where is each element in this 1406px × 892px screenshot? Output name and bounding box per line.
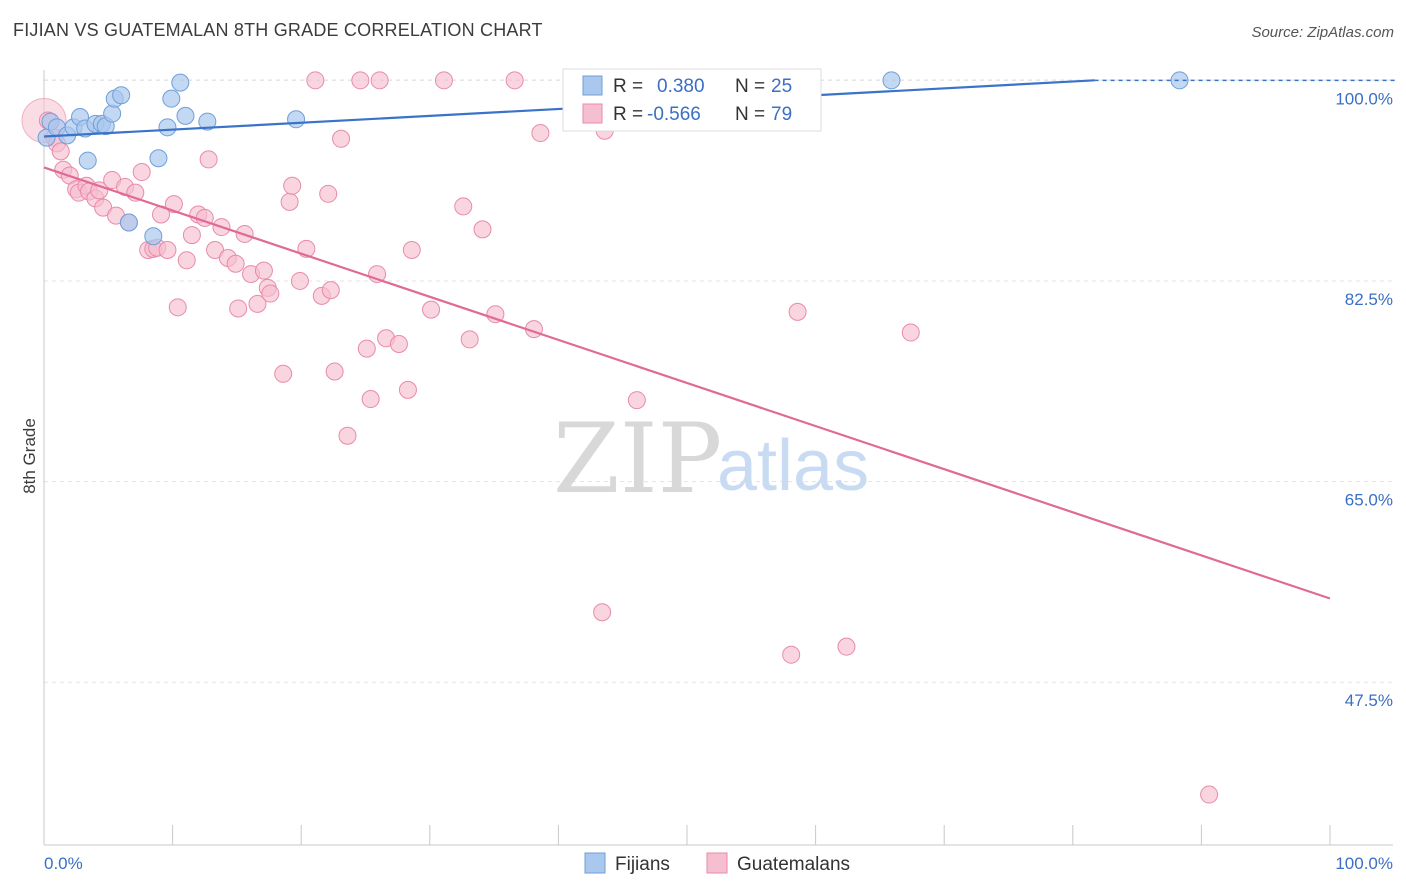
guatemalans-point	[51, 142, 70, 161]
guatemalans-point	[332, 129, 351, 148]
guatemalans-point	[460, 330, 479, 349]
fijians-points	[37, 71, 1189, 246]
chart-title: FIJIAN VS GUATEMALAN 8TH GRADE CORRELATI…	[13, 20, 543, 40]
guatemalans-point	[454, 197, 473, 216]
guatemalans-point	[168, 298, 187, 317]
fijians-point	[119, 213, 138, 232]
guatemalans-trend-line	[43, 166, 1331, 600]
fijians-point	[171, 73, 190, 92]
guatemalans-point	[627, 391, 646, 410]
guatemalans-point	[325, 362, 344, 381]
grid-lines	[44, 79, 1393, 683]
guatemalans-point	[361, 390, 380, 409]
guatemalans-point	[319, 184, 338, 203]
series-legend-swatch-fijians	[584, 852, 606, 874]
guatemalans-point	[283, 176, 302, 195]
y-tick-labels: 100.0% 82.5% 65.0% 47.5%	[1335, 89, 1393, 710]
guatemalans-point	[132, 163, 151, 182]
guatemalans-point	[389, 335, 408, 354]
guatemalans-point	[473, 220, 492, 239]
watermark-atlas: atlas	[717, 426, 869, 506]
fijians-point	[176, 106, 195, 125]
guatemalans-point	[177, 251, 196, 270]
legend-frame	[562, 68, 822, 132]
guatemalans-point	[357, 339, 376, 358]
y-tick-label: 82.5%	[1345, 290, 1393, 309]
guatemalans-point	[837, 637, 856, 656]
legend-swatch-guatemalans	[582, 103, 603, 124]
legend-guatemalans-r-label: R =	[613, 104, 643, 125]
guatemalans-point	[274, 364, 293, 383]
guatemalans-point	[370, 71, 389, 90]
source-label: Source: ZipAtlas.com	[1251, 24, 1394, 41]
guatemalans-point	[206, 240, 225, 259]
series-legend-guatemalans: Guatemalans	[737, 854, 850, 875]
x-tick-label-min: 0.0%	[44, 854, 83, 873]
guatemalans-point	[94, 198, 113, 217]
guatemalans-point	[901, 323, 920, 342]
guatemalans-point	[164, 195, 183, 214]
guatemalans-point	[226, 254, 245, 273]
y-tick-label: 65.0%	[1345, 491, 1393, 510]
fijians-point	[103, 104, 122, 123]
guatemalans-point	[782, 645, 801, 664]
guatemalans-point	[90, 181, 109, 200]
guatemalans-point	[398, 380, 417, 399]
guatemalans-point	[531, 124, 550, 143]
fijians-point	[144, 227, 163, 246]
guatemalans-point	[505, 71, 524, 90]
legend-guatemalans-n-value: 79	[771, 104, 792, 125]
guatemalans-point	[290, 271, 309, 290]
axes	[43, 70, 1393, 846]
correlation-legend: R = 0.380 N = 25 R = -0.566 N = 79	[562, 68, 822, 132]
trend-lines	[43, 79, 1395, 600]
y-axis-label: 8th Grade	[20, 418, 39, 494]
legend-guatemalans-n-label: N =	[735, 104, 765, 125]
series-legend: Fijians Guatemalans	[584, 852, 850, 875]
guatemalans-point	[199, 150, 218, 169]
guatemalans-point	[158, 240, 177, 259]
watermark: ZIP atlas	[553, 403, 869, 515]
legend-fijians-n-value: 25	[771, 76, 792, 97]
guatemalans-point	[280, 192, 299, 211]
guatemalans-point	[306, 71, 325, 90]
guatemalans-point	[351, 71, 370, 90]
fijians-point	[1170, 71, 1189, 90]
watermark-zip: ZIP	[553, 403, 722, 515]
x-tick-label-max: 100.0%	[1335, 854, 1393, 873]
guatemalans-point	[402, 240, 421, 259]
legend-fijians-r-value: 0.380	[657, 76, 705, 97]
series-legend-swatch-guatemalans	[706, 852, 728, 874]
legend-fijians-n-label: N =	[735, 76, 765, 97]
guatemalans-point	[321, 281, 340, 300]
guatemalans-point	[434, 71, 453, 90]
fijians-point	[287, 110, 306, 129]
legend-swatch-fijians	[582, 75, 603, 96]
guatemalans-point	[1200, 785, 1219, 804]
y-tick-label: 100.0%	[1335, 89, 1393, 108]
series-legend-fijians: Fijians	[615, 854, 670, 875]
x-tick-marks	[43, 825, 1331, 845]
fijians-point	[882, 71, 901, 90]
guatemalans-point	[338, 426, 357, 445]
guatemalans-point	[248, 294, 267, 313]
guatemalans-point	[422, 300, 441, 319]
guatemalans-point	[182, 226, 201, 245]
legend-fijians-r-label: R =	[613, 76, 643, 97]
guatemalans-point	[229, 299, 248, 318]
fijians-point	[149, 149, 168, 168]
guatemalans-point	[788, 302, 807, 321]
fijians-point	[158, 118, 177, 137]
y-tick-label: 47.5%	[1345, 691, 1393, 710]
guatemalans-point	[593, 603, 612, 622]
fijians-point	[112, 86, 131, 105]
fijians-point	[78, 151, 97, 170]
guatemalans-point	[261, 284, 280, 303]
guatemalans-point	[254, 261, 273, 280]
fijians-point	[198, 112, 217, 131]
legend-guatemalans-r-value: -0.566	[647, 104, 701, 125]
fijians-point	[162, 89, 181, 108]
